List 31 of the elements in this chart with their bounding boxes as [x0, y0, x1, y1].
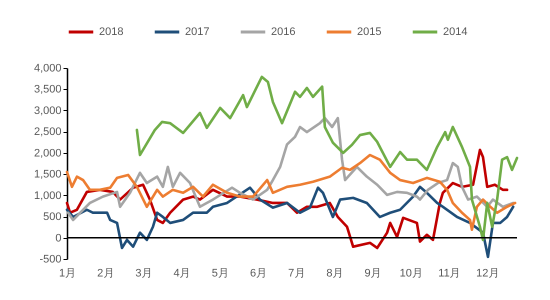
legend-label: 2018: [99, 26, 124, 38]
line-series: [136, 76, 518, 242]
x-tick-label: 9月: [364, 268, 382, 280]
x-tick-label: 1月: [58, 268, 76, 280]
x-tick-label: 6月: [250, 268, 268, 280]
x-tick-label: 12月: [476, 268, 500, 280]
x-tick-label: 8月: [326, 268, 344, 280]
y-tick-label: 1,000: [34, 190, 62, 202]
y-tick-label: 0: [55, 232, 62, 244]
line-series: [66, 116, 514, 222]
x-tick-label: 7月: [288, 268, 306, 280]
y-tick-label: 2,500: [34, 126, 62, 138]
x-tick-label: 10月: [400, 268, 423, 280]
x-tick-label: 5月: [212, 268, 229, 280]
legend-label: 2014: [443, 26, 468, 38]
y-tick-label: 1,500: [34, 168, 62, 181]
y-tick-label: 3,500: [34, 84, 62, 96]
x-tick-label: 4月: [174, 268, 191, 280]
legend-label: 2015: [357, 26, 382, 38]
y-tick-label: 3,000: [34, 104, 62, 117]
y-tick-label: 500: [43, 211, 62, 224]
y-tick-label: 4,000: [34, 62, 62, 74]
legend-label: 2016: [271, 26, 296, 38]
y-tick-label: 2,000: [34, 147, 62, 160]
line-series: [66, 186, 514, 258]
x-tick-label: 3月: [135, 268, 152, 280]
y-tick-label: -500: [39, 254, 62, 266]
x-tick-label: 2月: [97, 268, 114, 280]
legend-label: 2017: [185, 26, 210, 38]
line-series: [66, 154, 516, 232]
x-tick-label: 11月: [438, 268, 461, 280]
